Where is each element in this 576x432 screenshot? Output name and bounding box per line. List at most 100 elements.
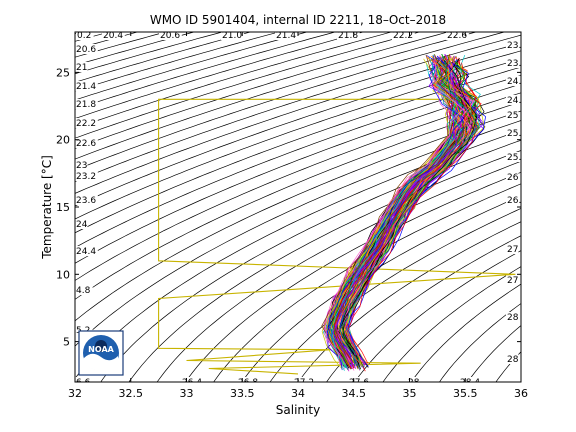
contour-label: 22.6 xyxy=(76,139,96,149)
contour-label: 6.6 xyxy=(76,378,91,388)
y-tick-label: 25 xyxy=(56,66,70,79)
profile-line xyxy=(342,61,480,368)
density-contour-line xyxy=(75,32,421,139)
profile-line xyxy=(347,54,481,364)
contour-label-bg xyxy=(75,62,88,72)
contour-label-bg xyxy=(506,244,519,254)
contour-label: 28 xyxy=(507,355,519,365)
density-contour-line xyxy=(75,32,168,58)
contour-label-bg xyxy=(102,32,125,40)
contour-label-bg xyxy=(506,76,521,86)
profile-line xyxy=(332,64,459,369)
density-contour-line xyxy=(75,66,521,234)
profile-line xyxy=(347,61,486,367)
contour-label: 27.2 xyxy=(294,378,314,388)
x-tick-label: 35.5 xyxy=(453,387,478,400)
density-contour-line xyxy=(75,32,196,66)
x-tick-label: 35 xyxy=(403,387,417,400)
contour-label-bg xyxy=(76,32,94,40)
contour-label-bg xyxy=(506,312,519,322)
contour-label-bg xyxy=(75,246,98,256)
density-contour-line xyxy=(75,32,139,50)
contour-label: 4.8 xyxy=(76,286,91,296)
contour-label: 22.2 xyxy=(393,31,413,41)
contour-label-bg xyxy=(75,171,98,181)
contour-label: 28 xyxy=(507,313,519,323)
density-contour-line xyxy=(75,42,521,194)
contour-label: 28.4 xyxy=(460,378,480,388)
contour-label: 27 xyxy=(507,245,518,255)
contour-label-bg xyxy=(75,99,98,109)
x-axis-ticks: 32 32.5 33 33.5 34 34.5 35 35.5 36 xyxy=(68,32,528,400)
contour-label-bg xyxy=(446,32,469,40)
contour-label: 24 xyxy=(76,220,88,230)
contour-label-bg xyxy=(348,377,371,382)
density-contour-line xyxy=(75,32,450,149)
density-contour-line xyxy=(75,32,393,129)
contour-label: 20.6 xyxy=(76,45,96,55)
contour-label-bg xyxy=(75,160,88,170)
contour-label-bg xyxy=(459,377,482,382)
contour-label-bg xyxy=(75,285,93,295)
x-tick-label: 34 xyxy=(291,387,305,400)
profile-line xyxy=(336,59,474,369)
x-axis-label: Salinity xyxy=(276,403,320,417)
contour-label: 21 xyxy=(76,63,87,73)
contour-label-bg xyxy=(237,377,260,382)
contour-label: 21.0 xyxy=(222,31,242,41)
chart-title: WMO ID 5901404, internal ID 2211, 18–Oct… xyxy=(150,13,446,27)
density-contour-line xyxy=(354,250,521,382)
contour-label-bg xyxy=(275,32,298,40)
density-contour-line xyxy=(382,266,521,382)
contour-label: 26 xyxy=(507,173,519,183)
x-tick-label: 32 xyxy=(68,387,82,400)
contour-label: 23.6 xyxy=(76,196,96,206)
density-contour-line xyxy=(100,139,521,382)
density-contour-line xyxy=(269,208,521,382)
y-tick-label: 10 xyxy=(56,268,70,281)
profile-line xyxy=(324,55,464,364)
x-tick-label: 33 xyxy=(180,387,194,400)
x-tick-label: 32.5 xyxy=(119,387,144,400)
contour-label-bg xyxy=(506,95,521,105)
y-axis-ticks: 5 10 15 20 25 xyxy=(56,66,521,349)
profile-line xyxy=(343,62,479,370)
y-tick-label: 5 xyxy=(63,336,70,349)
contour-label-bg xyxy=(506,58,521,68)
noaa-logo-text: NOAA xyxy=(88,345,114,354)
density-contour-line xyxy=(75,129,521,380)
x-tick-label: 33.5 xyxy=(230,387,255,400)
profile-line xyxy=(339,55,466,367)
density-contour-line xyxy=(495,351,521,382)
density-contour-line xyxy=(53,0,148,3)
contour-label: 21.8 xyxy=(76,100,96,110)
density-contour-line xyxy=(53,0,176,10)
density-contour-line xyxy=(75,120,521,347)
contour-label: 22.2 xyxy=(76,119,96,129)
contour-label: 20.4 xyxy=(103,31,123,41)
contour-label-bg xyxy=(506,40,521,50)
contour-label: 21.8 xyxy=(338,31,358,41)
contour-label: 26.8 xyxy=(238,378,258,388)
contour-label: 22.6 xyxy=(447,31,467,41)
contour-label-bg xyxy=(293,377,316,382)
density-contour-line xyxy=(75,32,111,42)
contour-label: 23.8 xyxy=(507,59,527,69)
x-tick-label: 36 xyxy=(514,387,528,400)
contour-label: 0.2 xyxy=(77,31,91,41)
profile-line xyxy=(338,55,472,365)
contour-label: 25.4 xyxy=(507,129,527,139)
y-tick-label: 15 xyxy=(56,201,70,214)
y-tick-label: 20 xyxy=(56,134,70,147)
contour-label-bg xyxy=(506,275,519,285)
profile-line xyxy=(333,54,473,363)
contour-label: 24.6 xyxy=(507,96,527,106)
contour-label: 28 xyxy=(408,378,420,388)
noaa-logo-gull xyxy=(95,340,107,352)
contour-label-bg xyxy=(506,128,521,138)
density-contour-line xyxy=(241,195,521,382)
density-contour-line xyxy=(538,396,544,406)
contour-label-bg xyxy=(75,195,98,205)
contour-label-bg xyxy=(392,32,415,40)
